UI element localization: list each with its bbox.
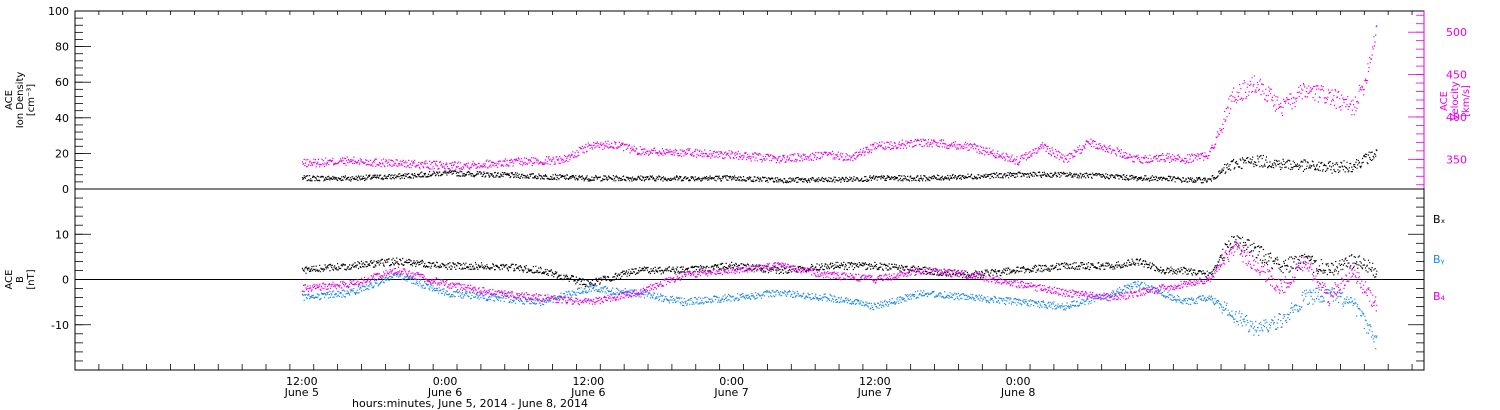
legend-entry: Bₓ xyxy=(1433,213,1446,226)
density-axis-title-line: [cm⁻³] xyxy=(26,84,37,116)
time-tick-label: 12:00 xyxy=(572,375,604,388)
density-axis-tick-label: 0 xyxy=(62,183,69,196)
legend-entry: Bᵧ xyxy=(1433,253,1445,266)
ion-density-points xyxy=(301,149,1378,184)
magnetic-field-panel: -10 0 10 ACE B [nT] Bₓ Bᵧ B₄ xyxy=(4,188,1446,371)
density-axis-tick-label: 100 xyxy=(48,5,69,18)
field-axis-tick-label: -10 xyxy=(51,319,69,332)
date-tick-label: June 6 xyxy=(570,386,605,399)
time-tick-label: 0:00 xyxy=(433,375,458,388)
velocity-axis-tick-label: 400 xyxy=(1446,111,1467,124)
density-axis-title-line: Ion Density xyxy=(15,72,26,129)
date-tick-label: June 5 xyxy=(284,386,319,399)
velocity-axis-tick-label: 450 xyxy=(1446,69,1467,82)
field-axis-title-line: [nT] xyxy=(26,269,37,289)
density-axis-title-line: ACE xyxy=(4,90,15,110)
velocity-axis-title-line: [km/s] xyxy=(1461,85,1472,117)
x-axis-title: hours:minutes, June 5, 2014 - June 8, 20… xyxy=(352,397,588,410)
date-tick-label: June 7 xyxy=(857,386,892,399)
time-tick-label: 12:00 xyxy=(286,375,318,388)
by-points xyxy=(301,271,1378,350)
field-axis-tick-label: 10 xyxy=(55,228,69,241)
time-tick-label: 0:00 xyxy=(1006,375,1031,388)
velocity-points xyxy=(301,25,1378,171)
field-axis-title-line: ACE xyxy=(4,270,15,290)
bz-points xyxy=(301,241,1378,312)
density-axis-tick-label: 20 xyxy=(55,147,69,160)
field-axis-title-line: B xyxy=(15,276,26,283)
date-tick-label: June 7 xyxy=(713,386,748,399)
velocity-axis-tick-label: 350 xyxy=(1446,153,1467,166)
time-tick-label: 12:00 xyxy=(859,375,891,388)
top-panel-frame xyxy=(74,10,1425,190)
field-axis-tick-label: 0 xyxy=(62,274,69,287)
time-tick-label: 0:00 xyxy=(719,375,744,388)
date-tick-label: June 8 xyxy=(1000,386,1035,399)
bx-points xyxy=(301,235,1378,288)
velocity-axis-title-line: Velocity xyxy=(1450,81,1461,120)
date-tick-label: June 6 xyxy=(427,386,462,399)
velocity-axis-title-line: ACE xyxy=(1439,91,1450,111)
velocity-axis-tick-label: 500 xyxy=(1446,26,1467,39)
density-axis-tick-label: 40 xyxy=(55,112,69,125)
density-axis-tick-label: 60 xyxy=(55,76,69,89)
legend-entry: B₄ xyxy=(1433,290,1446,303)
density-axis-tick-label: 80 xyxy=(55,41,69,54)
